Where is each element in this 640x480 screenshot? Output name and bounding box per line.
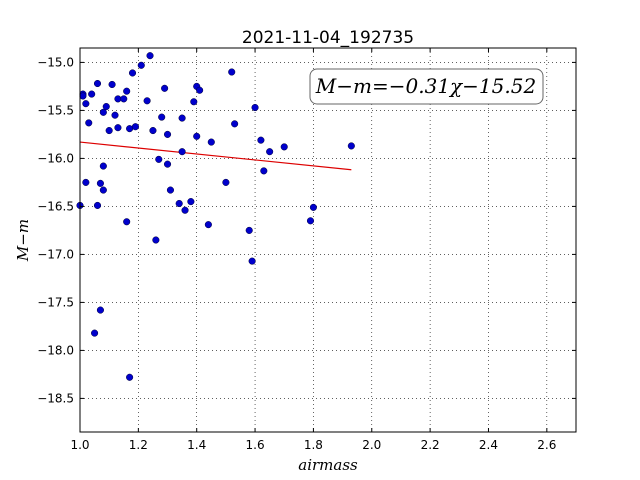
data-point [280, 143, 288, 151]
data-point [163, 130, 172, 138]
data-point [114, 124, 122, 132]
data-point [222, 178, 230, 186]
grid [79, 48, 576, 432]
y-tick-label: −18.5 [37, 391, 74, 405]
data-point [96, 306, 104, 314]
data-point [231, 120, 239, 128]
x-tick-label: 2.2 [421, 438, 440, 452]
y-tick-label: −17.5 [37, 295, 74, 309]
data-point [306, 217, 315, 225]
x-tick-label: 1.6 [246, 438, 265, 452]
data-point [228, 68, 236, 76]
plot-frame [79, 47, 577, 433]
data-point [245, 226, 253, 234]
data-point [85, 119, 93, 127]
data-point [93, 201, 102, 209]
y-tick-label: −15.5 [37, 103, 74, 117]
data-point [260, 167, 268, 175]
fit-line-group [79, 141, 352, 171]
data-point [102, 103, 110, 111]
data-point [93, 79, 102, 88]
annotation-box [309, 68, 544, 105]
data-point [126, 373, 134, 381]
x-tick-label: 1.4 [187, 438, 206, 452]
fit-annotation: M−m=−0.31χ−15.52 [309, 68, 544, 105]
data-point [88, 90, 96, 98]
data-point [131, 123, 139, 131]
data-point [99, 108, 107, 116]
x-tick-label: 1.8 [304, 438, 323, 452]
data-point [163, 160, 172, 168]
data-point [152, 236, 160, 244]
y-tick-label: −16.0 [37, 151, 74, 165]
data-point [166, 186, 174, 194]
data-point [158, 113, 166, 121]
data-point [347, 142, 355, 150]
data-point [155, 155, 163, 163]
axis-ticks: 1.0 1.2 1.4 1.6 1.8 2.0 2.2 2.4 2.6 −15.0 −15.5 −16… [37, 48, 576, 452]
data-point [123, 218, 131, 226]
data-point [99, 162, 107, 170]
data-point [96, 179, 104, 187]
data-point [207, 138, 215, 146]
x-tick-label: 1.2 [129, 438, 148, 452]
data-point [108, 80, 116, 89]
data-point [82, 100, 90, 108]
data-point [187, 198, 195, 206]
annotation-text: M−m=−0.31χ−15.52 [315, 74, 536, 98]
chart-title: 2021-11-04_192735 [242, 28, 414, 48]
data-point [149, 127, 157, 135]
y-tick-label: −16.5 [37, 199, 74, 213]
data-point [111, 111, 119, 119]
data-point [82, 178, 90, 186]
data-point [105, 127, 113, 135]
data-point [181, 206, 189, 214]
data-point [128, 69, 137, 77]
data-point [257, 136, 265, 144]
data-point [248, 257, 256, 265]
data-point [196, 86, 204, 94]
data-point [123, 87, 131, 95]
data-point [146, 52, 154, 60]
x-tick-label: 2.4 [479, 438, 498, 452]
data-point [99, 186, 107, 194]
x-tick-label: 1.0 [70, 438, 89, 452]
y-tick-label: −18.0 [37, 343, 74, 357]
fit-line [79, 141, 352, 171]
data-point [137, 61, 145, 69]
y-tick-label: −17.0 [37, 247, 74, 261]
data-points [76, 52, 355, 381]
data-point [193, 132, 201, 140]
data-point [178, 114, 186, 122]
data-point [266, 148, 274, 156]
x-tick-label: 2.0 [362, 438, 381, 452]
data-point [204, 221, 212, 229]
data-point [79, 92, 87, 100]
x-axis-label: airmass [298, 456, 358, 474]
data-point [120, 95, 128, 103]
y-tick-label: −15.0 [37, 55, 74, 69]
data-point [251, 103, 259, 112]
data-point [161, 84, 169, 92]
data-point [175, 199, 183, 208]
data-point [178, 148, 186, 156]
data-point [143, 97, 151, 105]
data-point [91, 329, 99, 337]
data-point [309, 203, 317, 211]
data-point [190, 98, 198, 106]
y-axis-label: M−m [14, 219, 32, 262]
x-tick-label: 2.6 [537, 438, 556, 452]
